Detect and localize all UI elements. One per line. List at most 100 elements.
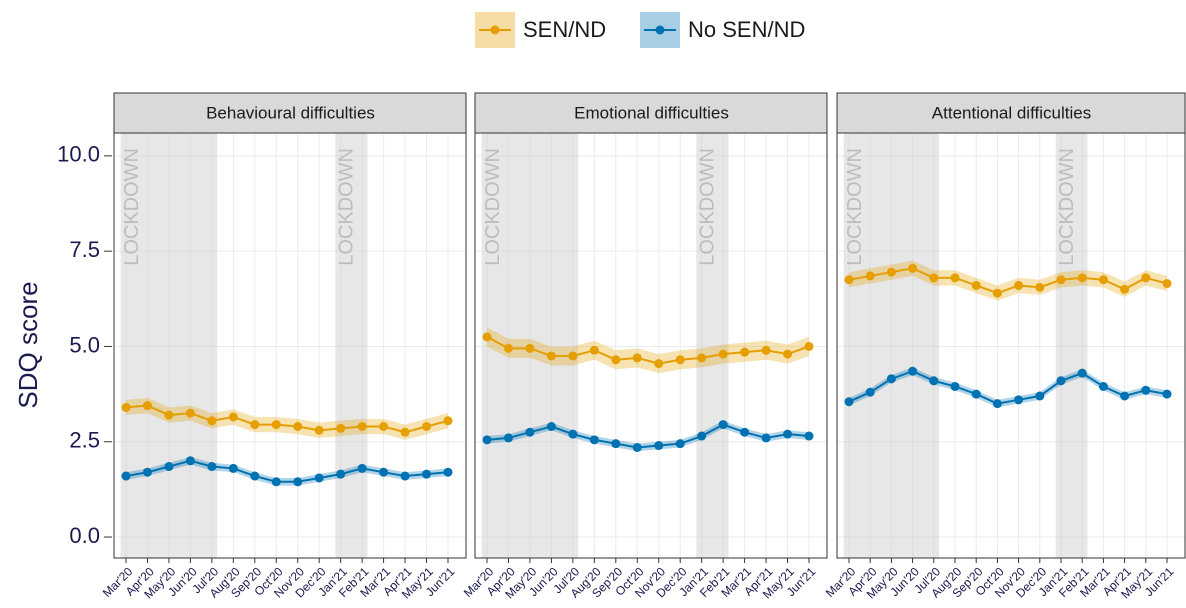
lockdown-band xyxy=(843,133,940,558)
confidence-ribbon xyxy=(487,420,809,452)
point xyxy=(164,462,174,472)
line xyxy=(848,267,1168,295)
point xyxy=(718,349,728,359)
point xyxy=(293,477,303,487)
point xyxy=(443,467,453,477)
confidence-ribbon xyxy=(126,397,448,440)
point xyxy=(611,439,621,449)
point xyxy=(443,416,453,426)
lockdown-label: LOCKDOWN xyxy=(336,148,358,266)
y-axis-label: SDQ score xyxy=(13,281,43,408)
point xyxy=(1141,273,1151,283)
point xyxy=(1120,284,1130,294)
point xyxy=(929,273,939,283)
point xyxy=(546,421,556,431)
y-tick-label: 7.5 xyxy=(69,237,100,262)
y-tick-label: 0.0 xyxy=(69,523,100,548)
point xyxy=(271,477,281,487)
point xyxy=(142,401,152,411)
point xyxy=(379,467,389,477)
point xyxy=(1035,282,1045,292)
point xyxy=(1162,389,1172,399)
point xyxy=(1035,391,1045,401)
point xyxy=(992,399,1002,409)
point xyxy=(718,420,728,430)
point xyxy=(1141,385,1151,395)
point xyxy=(697,431,707,441)
point xyxy=(783,429,793,439)
point xyxy=(865,271,875,281)
point xyxy=(1077,273,1087,283)
point xyxy=(185,408,195,418)
point xyxy=(865,387,875,397)
point xyxy=(525,427,535,437)
point xyxy=(357,463,367,473)
point xyxy=(971,389,981,399)
line xyxy=(125,459,449,483)
point xyxy=(1014,280,1024,290)
point xyxy=(632,353,642,363)
point xyxy=(1098,275,1108,285)
point xyxy=(228,412,238,422)
point xyxy=(654,359,664,369)
point xyxy=(740,347,750,357)
facet-title: Attentional difficulties xyxy=(932,103,1091,122)
point xyxy=(1056,376,1066,386)
lockdown-label: LOCKDOWN xyxy=(121,148,143,266)
point xyxy=(142,467,152,477)
point xyxy=(589,435,599,445)
line xyxy=(486,423,810,449)
point xyxy=(783,349,793,359)
lockdown-label: LOCKDOWN xyxy=(1056,148,1078,266)
legend-dot xyxy=(490,25,500,35)
point xyxy=(568,351,578,361)
point xyxy=(503,433,513,443)
point xyxy=(525,343,535,353)
y-tick-label: 10.0 xyxy=(57,142,100,167)
point xyxy=(546,351,556,361)
point xyxy=(422,469,432,479)
point xyxy=(589,345,599,355)
point xyxy=(379,421,389,431)
point xyxy=(804,341,814,351)
point xyxy=(164,410,174,420)
point xyxy=(697,353,707,363)
point xyxy=(632,442,642,452)
point xyxy=(1077,368,1087,378)
point xyxy=(761,433,771,443)
panel-border xyxy=(474,132,828,559)
point xyxy=(185,456,195,466)
point xyxy=(207,416,217,426)
point xyxy=(1162,279,1172,289)
facet-title: Behavioural difficulties xyxy=(206,103,375,122)
point xyxy=(250,471,260,481)
point xyxy=(971,280,981,290)
point xyxy=(950,381,960,391)
point xyxy=(1056,275,1066,285)
point xyxy=(503,343,513,353)
lockdown-label: LOCKDOWN xyxy=(697,148,719,266)
point xyxy=(250,420,260,430)
y-tick-label: 5.0 xyxy=(69,332,100,357)
line xyxy=(125,404,449,434)
point xyxy=(740,427,750,437)
point xyxy=(121,402,131,412)
lockdown-band xyxy=(335,133,368,558)
point xyxy=(357,421,367,431)
facet-strip xyxy=(474,92,828,134)
lockdown-label: LOCKDOWN xyxy=(844,148,866,266)
point xyxy=(568,429,578,439)
point xyxy=(1120,391,1130,401)
lockdown-label: LOCKDOWN xyxy=(482,148,504,266)
point xyxy=(400,471,410,481)
point xyxy=(1014,395,1024,405)
facet-strip xyxy=(113,92,467,134)
point xyxy=(675,439,685,449)
legend-label: SEN/ND xyxy=(523,17,606,42)
lockdown-band xyxy=(1055,133,1088,558)
point xyxy=(908,263,918,273)
point xyxy=(336,423,346,433)
point xyxy=(611,355,621,365)
legend-dot xyxy=(655,25,665,35)
point xyxy=(886,374,896,384)
